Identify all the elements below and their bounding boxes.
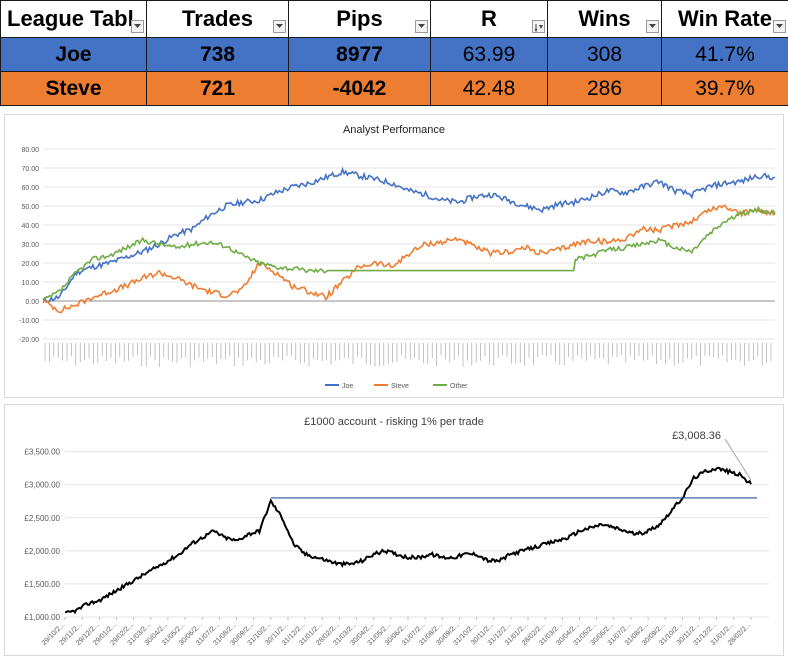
account-growth-svg: £1000 account - risking 1% per trade £3,5… — [5, 405, 783, 655]
x-axis-dates — [45, 343, 771, 367]
filter-dropdown-icon[interactable] — [415, 20, 428, 33]
account-growth-chart[interactable]: £1000 account - risking 1% per trade £3,5… — [4, 404, 784, 656]
y-tick-label: 80.00 — [21, 147, 39, 154]
y-tick-label: £3,000.00 — [24, 481, 60, 490]
series-line-account — [65, 468, 751, 613]
analyst-performance-svg: Analyst Performance 80.00 70.00 60.00 50.00 4… — [5, 115, 783, 397]
filter-dropdown-icon[interactable] — [273, 20, 286, 33]
y-tick-label: 70.00 — [21, 166, 39, 173]
filter-dropdown-icon[interactable] — [131, 20, 144, 33]
y-tick-label: £2,500.00 — [24, 514, 60, 523]
y-tick-label: 30.00 — [21, 242, 39, 249]
y-tick-label: 0.00 — [25, 299, 39, 306]
series-line-steve — [43, 206, 775, 313]
y-tick-label: £1,500.00 — [24, 580, 60, 589]
cell-r[interactable]: 42.48 — [431, 72, 548, 106]
filter-dropdown-icon[interactable] — [773, 20, 786, 33]
cell-name[interactable]: Joe — [1, 38, 147, 72]
col-header-label: Pips — [336, 6, 382, 31]
cell-pips[interactable]: -4042 — [289, 72, 431, 106]
league-header-row: League Tabl Trades Pips R Wins Win Rate — [1, 1, 788, 38]
y-tick-label: 40.00 — [21, 223, 39, 230]
annotation-label: £3,008.36 — [672, 430, 721, 442]
sort-descending-icon[interactable] — [532, 20, 545, 33]
col-header-wins[interactable]: Wins — [548, 1, 662, 38]
cell-r[interactable]: 63.99 — [431, 38, 548, 72]
cell-win-rate[interactable]: 41.7% — [662, 38, 788, 72]
league-row-joe: Joe 738 8977 63.99 308 41.7% — [1, 38, 788, 72]
cell-name[interactable]: Steve — [1, 72, 147, 106]
y-tick-label: £2,000.00 — [24, 547, 60, 556]
chart-title: £1000 account - risking 1% per trade — [304, 416, 484, 428]
col-header-league[interactable]: League Tabl — [1, 1, 147, 38]
col-header-label: Wins — [578, 6, 630, 31]
analyst-performance-chart[interactable]: Analyst Performance 80.00 70.00 60.00 50.00 4… — [4, 114, 784, 398]
legend-label-steve: Steve — [391, 383, 409, 390]
filter-dropdown-icon[interactable] — [646, 20, 659, 33]
legend-label-other: Other — [450, 383, 468, 390]
y-tick-label: -20.00 — [19, 337, 39, 344]
y-tick-label: 50.00 — [21, 204, 39, 211]
cell-win-rate[interactable]: 39.7% — [662, 72, 788, 106]
col-header-label: R — [481, 6, 497, 31]
y-tick-label: £1,000.00 — [24, 613, 60, 622]
col-header-r[interactable]: R — [431, 1, 548, 38]
y-tick-label: 10.00 — [21, 280, 39, 287]
col-header-trades[interactable]: Trades — [147, 1, 289, 38]
cell-pips[interactable]: 8977 — [289, 38, 431, 72]
cell-wins[interactable]: 286 — [548, 72, 662, 106]
col-header-label: League Tabl — [7, 6, 134, 31]
y-tick-label: 60.00 — [21, 185, 39, 192]
legend-label-joe: Joe — [342, 383, 353, 390]
cell-trades[interactable]: 721 — [147, 72, 289, 106]
y-tick-label: 20.00 — [21, 261, 39, 268]
y-tick-label: £3,500.00 — [24, 448, 60, 457]
col-header-pips[interactable]: Pips — [289, 1, 431, 38]
col-header-label: Trades — [182, 6, 253, 31]
series-line-other — [43, 208, 775, 301]
col-header-win-rate[interactable]: Win Rate — [662, 1, 788, 38]
league-table: League Tabl Trades Pips R Wins Win Rate … — [0, 0, 788, 106]
col-header-label: Win Rate — [678, 6, 772, 31]
cell-trades[interactable]: 738 — [147, 38, 289, 72]
cell-wins[interactable]: 308 — [548, 38, 662, 72]
league-row-steve: Steve 721 -4042 42.48 286 39.7% — [1, 72, 788, 106]
y-tick-label: -10.00 — [19, 318, 39, 325]
chart-title: Analyst Performance — [343, 124, 445, 136]
